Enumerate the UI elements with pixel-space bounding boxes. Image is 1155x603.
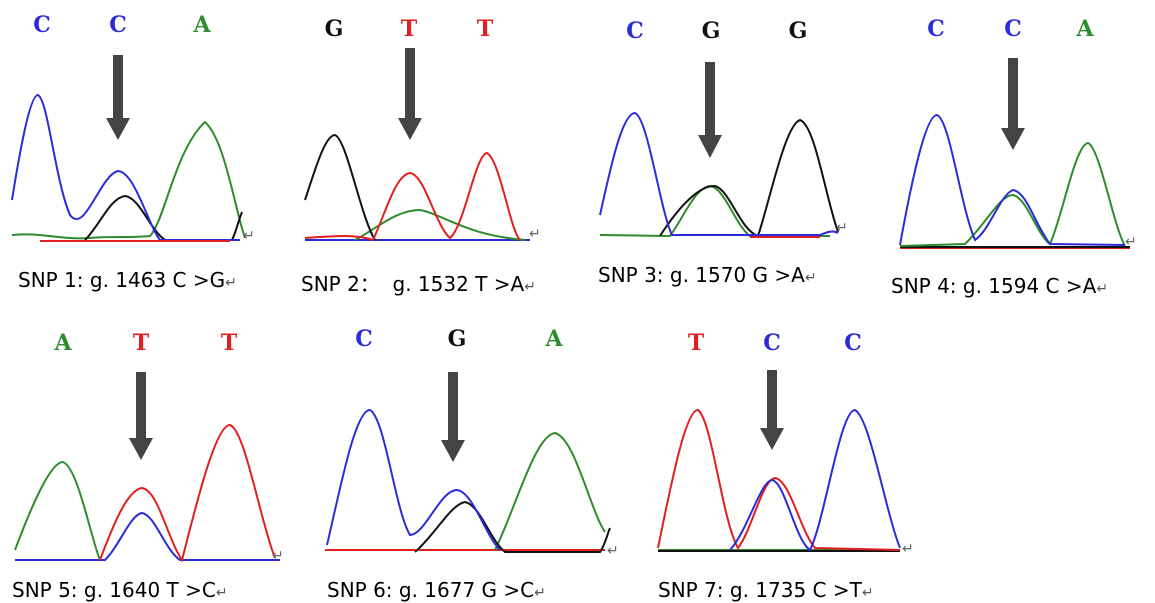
chromatogram-2: G T T ↵ [304, 16, 541, 242]
trace-line [494, 431, 606, 551]
arrow-marker [698, 62, 722, 158]
arrow-marker [441, 372, 465, 462]
trace-line [99, 423, 276, 563]
base-label: G [702, 18, 721, 44]
base-label: G [448, 326, 467, 352]
trace-line [599, 111, 839, 236]
return-mark: ↵ [1096, 281, 1109, 297]
base-label: C [355, 326, 373, 352]
base-label: A [1075, 16, 1094, 42]
snp-caption: SNP 2： g. 1532 T >A↵ [301, 272, 536, 296]
chromatogram-4: C C A ↵ [899, 16, 1137, 250]
return-mark: ↵ [1125, 234, 1137, 250]
return-mark: ↵ [861, 585, 874, 601]
arrow-marker [760, 370, 784, 450]
chromatogram-7: T C C ↵ [657, 330, 914, 557]
return-mark: ↵ [529, 226, 541, 242]
return-mark: ↵ [607, 543, 619, 559]
snp-panel-5: A T T ↵ SNP 5: g. 1640 T >C↵ [0, 310, 300, 603]
trace-line [84, 194, 243, 241]
base-label: C [927, 16, 945, 42]
base-label: C [33, 12, 51, 38]
base-label: C [844, 330, 862, 356]
arrow-marker [398, 48, 422, 140]
arrow-marker [129, 372, 153, 460]
return-mark: ↵ [225, 275, 237, 291]
base-label: C [109, 12, 127, 38]
chromatogram-3: C G G ↵ [599, 18, 848, 238]
base-label: T [133, 330, 150, 356]
snp-caption: SNP 6: g. 1677 G >C↵ [327, 578, 546, 602]
base-label: A [192, 12, 211, 38]
trace-line [15, 511, 280, 561]
trace-line [414, 500, 611, 553]
base-label: C [1004, 16, 1022, 42]
trace-line [11, 120, 246, 240]
return-mark: ↵ [524, 279, 536, 295]
trace-line [326, 408, 501, 551]
return-mark: ↵ [534, 585, 546, 601]
base-label: T [401, 16, 418, 42]
trace-line [11, 93, 240, 241]
base-label: T [221, 330, 238, 356]
snp-caption: SNP 1: g. 1463 C >G↵ [18, 268, 237, 292]
base-label: C [763, 330, 781, 356]
chromatogram-1: C C A ↵ [11, 12, 255, 244]
trace-line [729, 408, 901, 552]
snp-panel-7: T C C ↵ SNP 7: g. 1735 C >T↵ [650, 310, 930, 603]
base-label: G [789, 18, 808, 44]
base-label: T [477, 16, 494, 42]
return-mark: ↵ [272, 548, 284, 564]
trace-line [899, 141, 1126, 247]
trace-line [304, 151, 521, 242]
snp-caption: SNP 3: g. 1570 G >A↵ [598, 263, 817, 287]
return-mark: ↵ [804, 270, 817, 286]
arrow-marker [106, 55, 130, 140]
return-mark: ↵ [836, 220, 848, 236]
trace-line [657, 408, 901, 551]
base-label: T [688, 330, 705, 356]
base-label: C [626, 18, 644, 44]
snp-caption: SNP 4: g. 1594 C >A↵ [891, 274, 1109, 298]
snp-panel-2: G T T ↵ SNP 2： g. 1532 T >A↵ [295, 0, 565, 300]
return-mark: ↵ [215, 585, 228, 601]
chromatogram-5: A T T ↵ [14, 330, 284, 564]
return-mark: ↵ [902, 541, 914, 557]
snp-panel-6: C G A ↵ SNP 6: g. 1677 G >C↵ [315, 310, 625, 603]
arrow-marker [1001, 58, 1025, 150]
trace-line [659, 118, 839, 238]
snp-caption: SNP 7: g. 1735 C >T↵ [658, 578, 874, 602]
snp-panel-1: C C A ↵ SNP 1: g. 1463 C >G↵ [0, 0, 280, 300]
snp-caption: SNP 5: g. 1640 T >C↵ [12, 578, 228, 602]
trace-line [599, 184, 830, 238]
trace-line [899, 113, 1126, 246]
snp-panel-4: C C A ↵ SNP 4: g. 1594 C >A↵ [885, 0, 1155, 300]
snp-panel-3: C G G ↵ SNP 3: g. 1570 G >A↵ [590, 0, 870, 300]
base-label: A [544, 326, 563, 352]
trace-line [354, 208, 526, 241]
chromatogram-6: C G A ↵ [325, 326, 619, 559]
trace-line [14, 460, 101, 561]
base-label: G [325, 16, 344, 42]
base-label: A [53, 330, 72, 356]
trace-line [304, 133, 376, 241]
return-mark: ↵ [243, 228, 255, 244]
